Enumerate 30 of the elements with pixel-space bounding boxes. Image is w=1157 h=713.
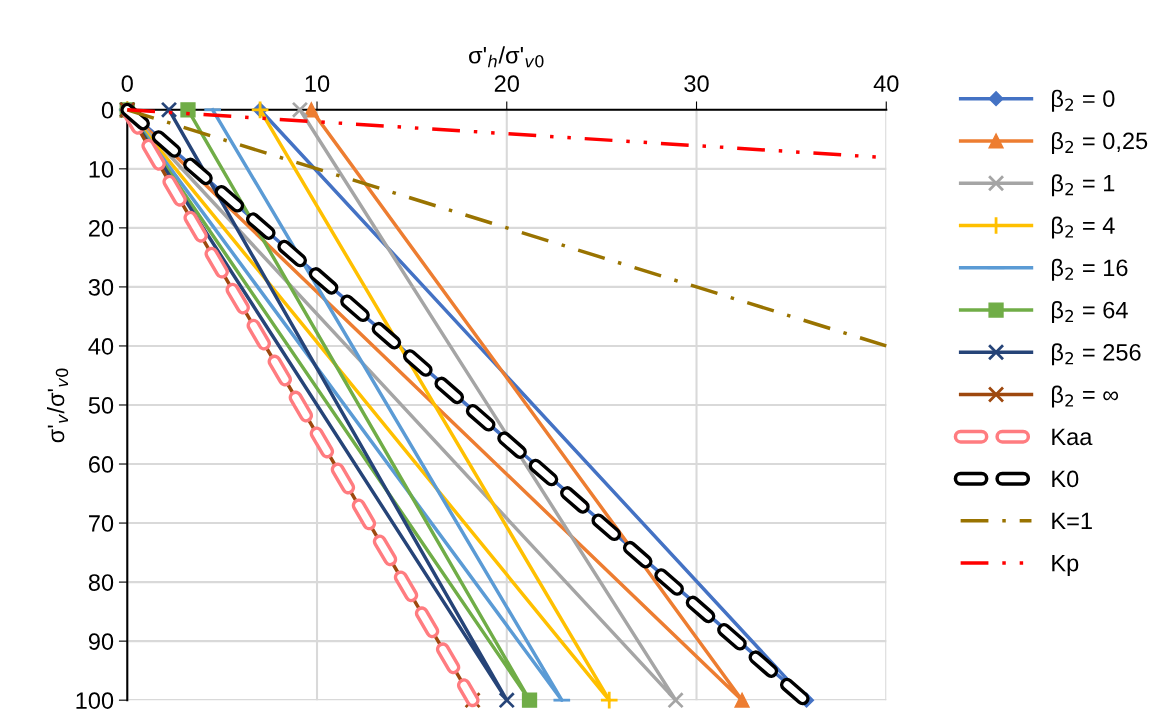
y-tick-label: 100 (76, 692, 114, 709)
x-tick-label: 40 (873, 75, 899, 92)
legend-label: K0 (1052, 470, 1079, 488)
legend-label: K=1 (1052, 512, 1092, 530)
y-tick-label: 60 (89, 456, 114, 473)
legend-label: β$_{2}$ = 16 (1052, 258, 1128, 281)
legend-label: Kaa (1052, 428, 1093, 446)
y-tick-label: 40 (88, 338, 114, 355)
legend-label: β$_{2}$ = 0 (1052, 89, 1115, 112)
x-tick-label: 30 (684, 75, 709, 92)
x-axis-title: σ'$_{h}$/σ'$_{v0}$ (469, 46, 544, 68)
x-tick-label: 20 (494, 75, 519, 92)
y-tick-label: 30 (88, 278, 114, 296)
legend-label: β$_{2}$ = 1 (1052, 174, 1115, 197)
x-tick-label: 0 (121, 75, 133, 92)
y-tick-label: 50 (88, 397, 114, 414)
y-tick-label: 20 (89, 219, 114, 237)
y-axis-title: σ'$_{v}$/σ'$_{v0}$ (46, 368, 69, 443)
legend-label: β$_{2}$ = 0,25 (1052, 131, 1148, 154)
legend-label: β$_{2}$ = 64 (1052, 301, 1128, 324)
y-tick-label: 90 (88, 633, 114, 650)
y-tick-label: 0 (101, 101, 114, 119)
y-tick-label: 70 (89, 515, 114, 532)
legend-label: β$_{2}$ = 4 (1052, 216, 1115, 239)
legend-label: β$_{2}$ = 256 (1052, 343, 1141, 366)
y-tick-label: 10 (89, 160, 114, 178)
legend-label: β$_{2}$ = ∞ (1052, 385, 1119, 408)
y-tick-label: 80 (88, 574, 114, 591)
x-tick-label: 10 (305, 75, 330, 92)
legend-label: Kp (1052, 554, 1079, 577)
